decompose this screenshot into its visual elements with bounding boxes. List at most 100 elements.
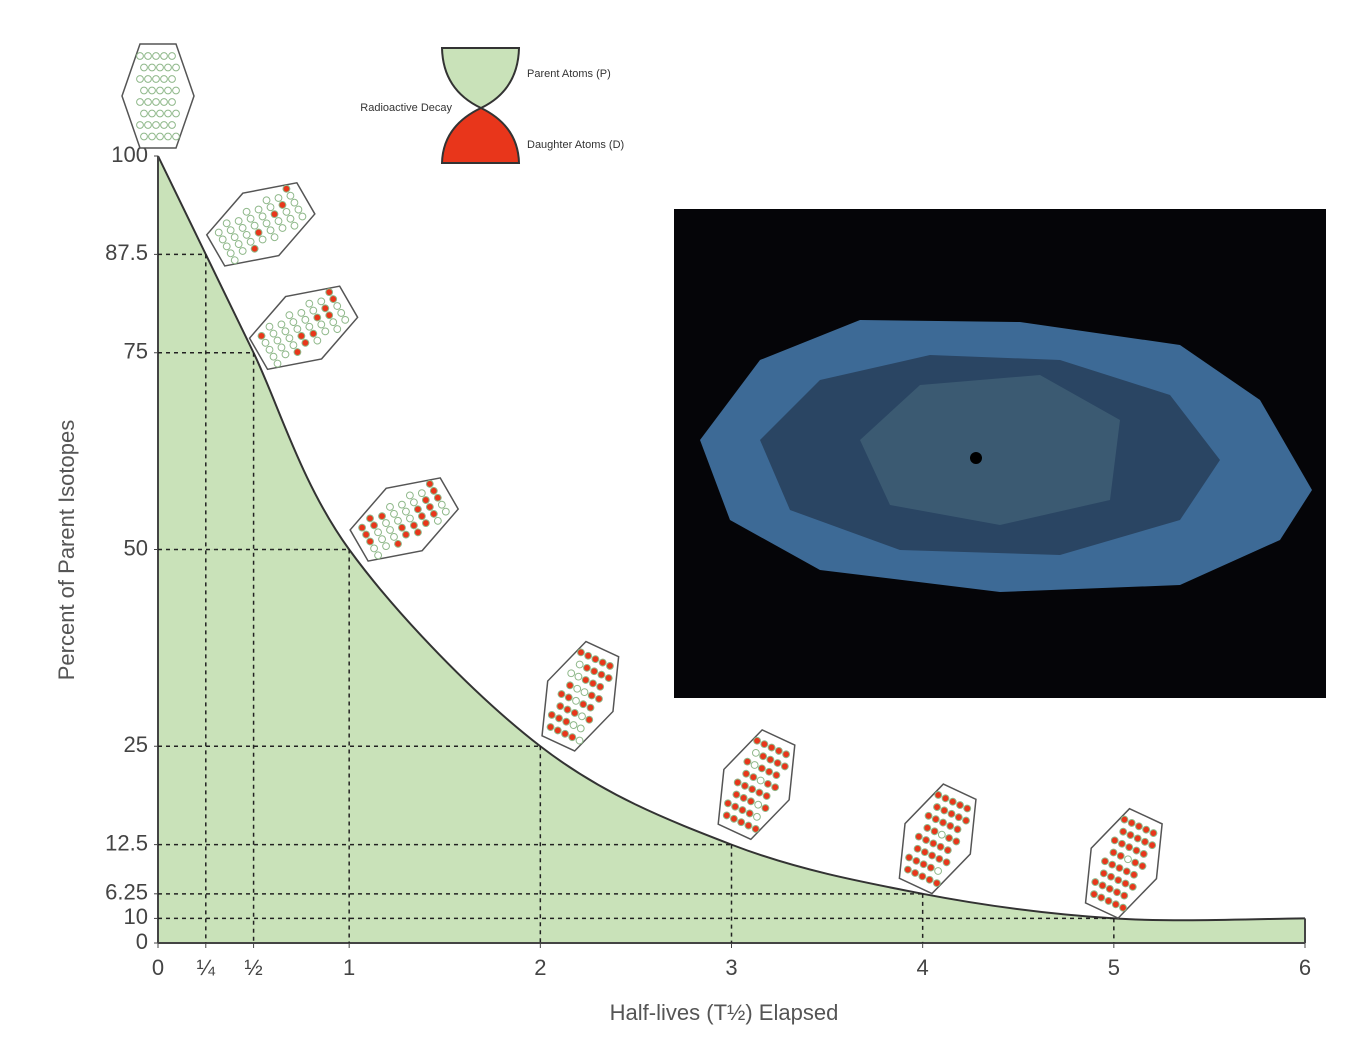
icon-atom: [148, 63, 156, 72]
icon-atom: [572, 696, 580, 705]
icon-atom: [1127, 819, 1136, 827]
legend-daughter: Daughter Atoms (D): [527, 139, 624, 151]
icon-atom: [152, 52, 160, 60]
icon-atom: [1139, 850, 1148, 858]
y-tick-label: 87.5: [105, 240, 148, 265]
icon-atom: [937, 830, 946, 839]
icon-atom: [1130, 870, 1138, 879]
icon-atom: [596, 682, 605, 691]
icon-atom: [743, 757, 752, 766]
icon-atom: [763, 779, 772, 788]
icon-atom: [574, 672, 583, 681]
icon-atom: [589, 679, 597, 688]
icon-atom: [140, 109, 148, 118]
icon-atom: [1142, 825, 1151, 834]
icon-atom: [425, 503, 434, 511]
x-tick-label: 2: [534, 955, 546, 980]
icon-atom: [341, 315, 350, 324]
icon-atom: [935, 854, 944, 863]
icon-atom: [277, 320, 286, 329]
icon-atom: [370, 521, 378, 530]
icon-atom: [152, 121, 160, 129]
icon-atom: [214, 228, 223, 237]
x-tick-label: 6: [1299, 955, 1311, 980]
icon-atom: [136, 75, 144, 83]
crystal-icon: [205, 181, 316, 267]
icon-atom: [230, 256, 239, 265]
icon-atom: [579, 700, 588, 709]
icon-atom: [1120, 815, 1129, 824]
icon-atom: [333, 325, 342, 333]
icon-atom: [425, 480, 434, 488]
icon-atom: [772, 771, 781, 780]
icon-atom: [1119, 827, 1128, 836]
icon-atom: [421, 519, 430, 528]
icon-hexagon: [349, 477, 460, 562]
icon-atom: [144, 75, 152, 83]
x-tick-label: 1: [343, 955, 355, 980]
icon-atom: [140, 86, 148, 95]
icon-atom: [597, 670, 606, 679]
icon-atom: [160, 121, 168, 129]
parent-swatch: [440, 47, 521, 110]
icon-atom: [933, 803, 941, 811]
icon-atom: [756, 776, 765, 785]
icon-atom: [270, 233, 279, 242]
icon-atom: [140, 63, 148, 72]
icon-atom: [293, 325, 302, 333]
icon-atom: [940, 806, 949, 815]
icon-atom: [555, 714, 563, 723]
icon-atom: [1109, 848, 1118, 857]
icon-atom: [294, 205, 303, 214]
icon-atom: [733, 778, 742, 787]
icon-atom: [164, 86, 172, 95]
icon-atom: [576, 724, 585, 733]
crystal-core: [860, 375, 1120, 525]
icon-atom: [269, 352, 278, 361]
icon-atom: [325, 288, 334, 297]
icon-atom: [586, 703, 595, 712]
icon-atom: [168, 121, 176, 129]
icon-atom: [771, 783, 780, 792]
icon-atom: [923, 824, 932, 832]
icon-atom: [258, 212, 267, 221]
icon-atom: [374, 551, 382, 560]
icon-atom: [305, 322, 314, 331]
icon-atom: [936, 842, 945, 851]
icon-atom: [737, 818, 746, 827]
icon-atom: [598, 658, 607, 667]
icon-atom: [301, 338, 310, 347]
icon-atom: [547, 711, 556, 719]
icon-atom: [386, 503, 394, 511]
icon-atom: [1108, 860, 1117, 869]
icon-atom: [750, 761, 759, 769]
icon-atom: [1138, 862, 1147, 870]
icon-atom: [553, 726, 562, 735]
y-tick-label: 0: [136, 929, 148, 954]
x-tick-label: 4: [917, 955, 929, 980]
icon-atom: [1121, 879, 1130, 888]
icon-atom: [382, 519, 390, 527]
icon-atom: [242, 207, 251, 216]
icon-atom: [136, 98, 144, 106]
icon-atom: [172, 109, 180, 118]
icon-atom: [1132, 846, 1141, 855]
x-axis-label: Half-lives (T½) Elapsed: [610, 1000, 839, 1025]
icon-atom: [313, 313, 322, 322]
icon-atom: [246, 237, 255, 246]
icon-atom: [325, 311, 334, 320]
icon-atom: [160, 52, 168, 60]
icon-atom: [912, 856, 921, 865]
icon-atom: [257, 331, 266, 340]
icon-atom: [140, 132, 148, 141]
icon-atom: [433, 516, 442, 525]
photo: [674, 209, 1326, 698]
icon-atom: [913, 844, 922, 853]
icon-atom: [919, 860, 928, 869]
icon-atom: [164, 132, 172, 141]
icon-atom: [744, 821, 753, 830]
icon-atom: [254, 228, 263, 237]
icon-atom: [298, 212, 307, 221]
legend-parent: Parent Atoms (P): [527, 68, 611, 80]
icon-atom: [962, 816, 970, 825]
